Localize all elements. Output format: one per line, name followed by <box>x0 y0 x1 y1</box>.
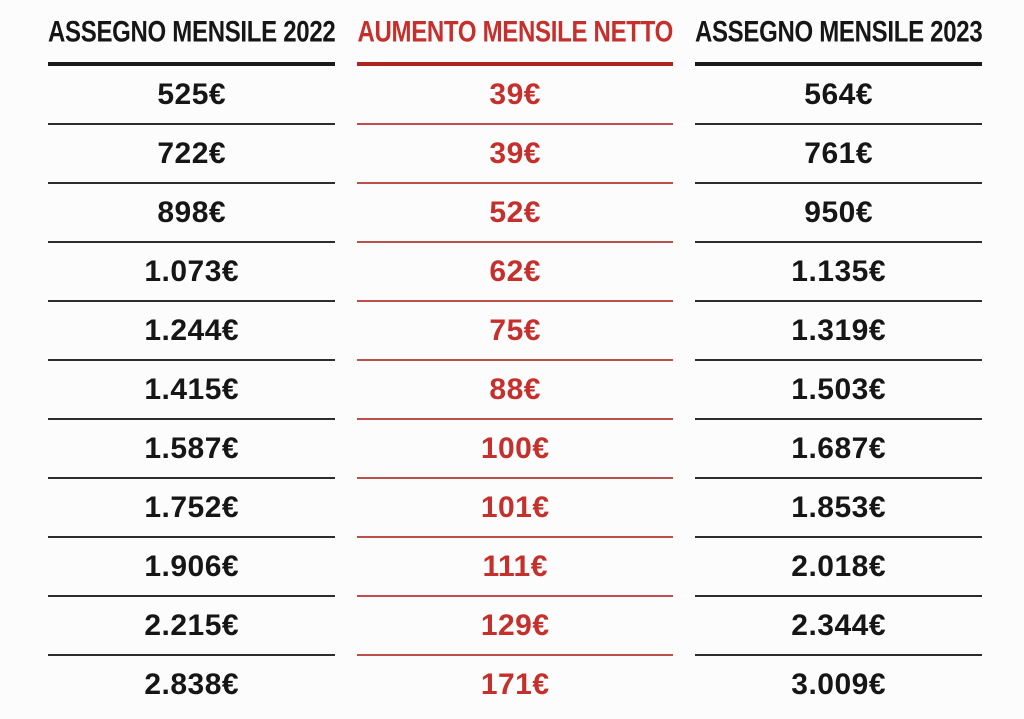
table-cell-aumento: 101€ <box>357 479 673 538</box>
table-cell-2022: 1.073€ <box>48 243 336 302</box>
table-cell-2022: 1.752€ <box>48 479 336 538</box>
table-cell-2022: 2.215€ <box>48 597 336 656</box>
table-cell-2023: 950€ <box>694 184 983 243</box>
table-cell-2023: 761€ <box>694 125 983 184</box>
table-cell-2023: 1.135€ <box>694 243 983 302</box>
table-cell-aumento: 39€ <box>357 66 673 125</box>
table-cell-2023: 1.503€ <box>694 361 983 420</box>
table-cell-2023: 2.018€ <box>694 538 983 597</box>
table-cell-2022: 1.244€ <box>48 302 336 361</box>
table-cell-aumento: 88€ <box>357 361 673 420</box>
column-header-assegno-2023: ASSEGNO MENSILE 2023 <box>694 4 983 66</box>
column-header-aumento-netto: AUMENTO MENSILE NETTO <box>357 4 673 66</box>
table-cell-2022: 1.906€ <box>48 538 336 597</box>
table-cell-2022: 898€ <box>48 184 336 243</box>
table-cell-2022: 1.587€ <box>48 420 336 479</box>
table-cell-aumento: 100€ <box>357 420 673 479</box>
table-cell-aumento: 75€ <box>357 302 673 361</box>
table-cell-aumento: 52€ <box>357 184 673 243</box>
table-cell-aumento: 129€ <box>357 597 673 656</box>
column-header-assegno-2022-label: ASSEGNO MENSILE 2022 <box>48 15 336 49</box>
table-cell-aumento: 171€ <box>480 667 550 701</box>
table-cell-2022: 722€ <box>48 125 336 184</box>
table-cell-2022: 2.838€ <box>144 667 240 701</box>
column-header-assegno-2023-label: ASSEGNO MENSILE 2023 <box>694 15 983 49</box>
table-cell-2023: 1.687€ <box>694 420 983 479</box>
table-cell-2023: 1.319€ <box>694 302 983 361</box>
column-header-aumento-netto-label: AUMENTO MENSILE NETTO <box>357 15 673 49</box>
table-cell-2023: 1.853€ <box>694 479 983 538</box>
table-cell-aumento: 111€ <box>357 538 673 597</box>
table-cell-aumento: 39€ <box>357 125 673 184</box>
table-cell-2022: 1.415€ <box>48 361 336 420</box>
table-cell-2023: 3.009€ <box>791 667 887 701</box>
column-header-assegno-2022: ASSEGNO MENSILE 2022 <box>48 4 336 66</box>
table-cell-aumento: 62€ <box>357 243 673 302</box>
table-cell-2023: 564€ <box>694 66 983 125</box>
table-cell-2023: 2.344€ <box>694 597 983 656</box>
table-cell-2022: 525€ <box>48 66 336 125</box>
